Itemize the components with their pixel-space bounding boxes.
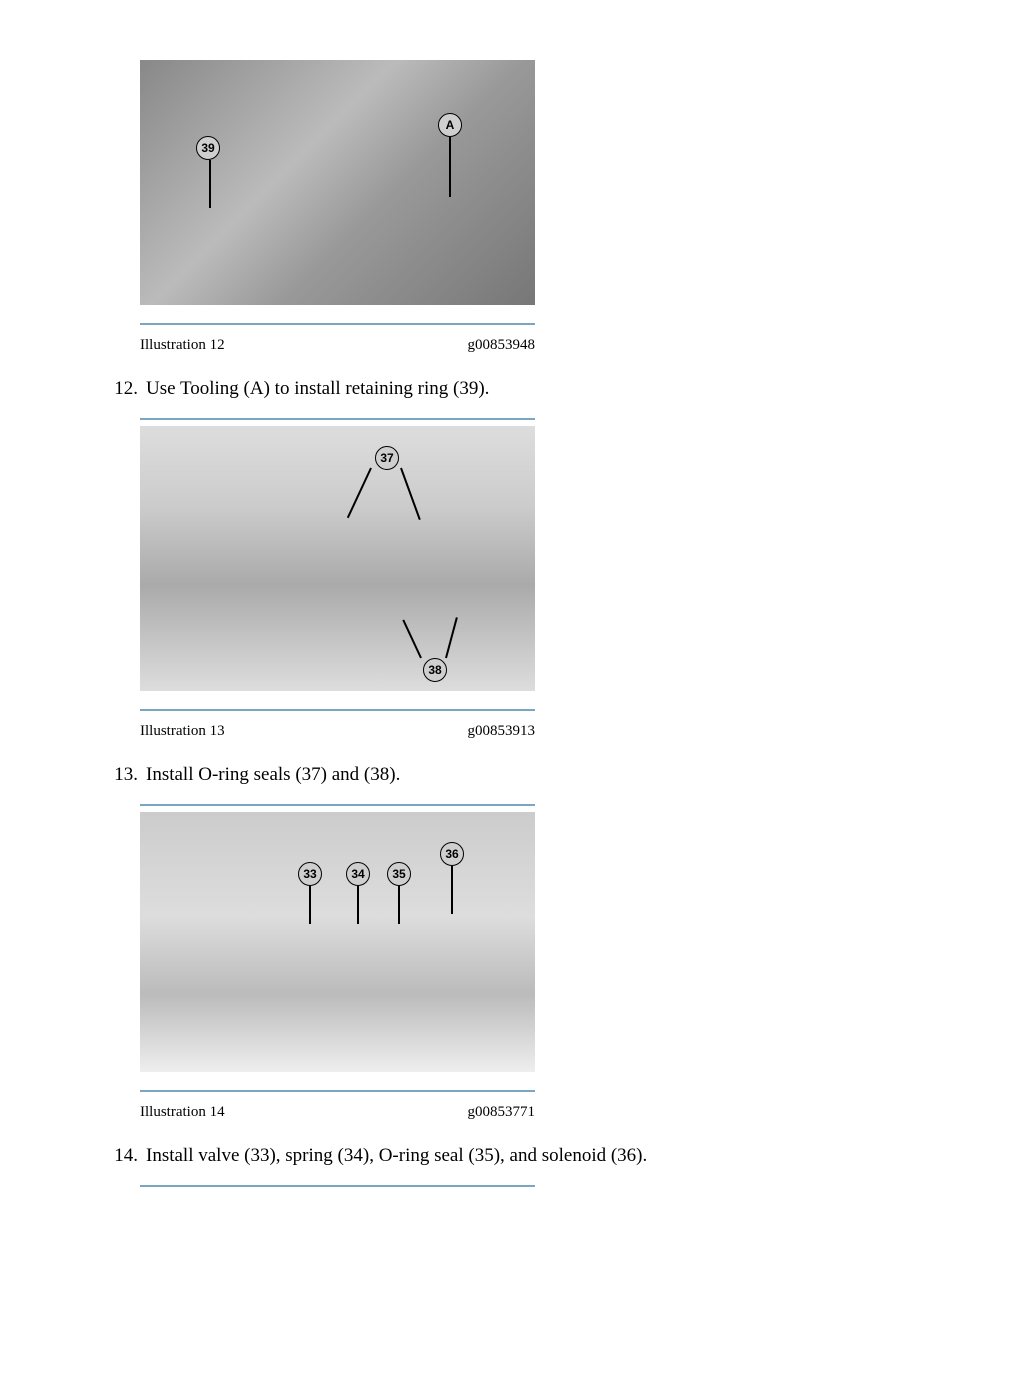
callout-line (402, 620, 422, 659)
illustration-label: Illustration 12 (140, 337, 225, 354)
step-12: 12. Use Tooling (A) to install retaining… (100, 378, 924, 400)
step-text: Use Tooling (A) to install retaining rin… (146, 378, 924, 400)
illustration-code: g00853771 (468, 1104, 536, 1121)
step-number: 13. (100, 764, 146, 786)
illustration-image-13: 37 38 (140, 426, 535, 691)
callout-39: 39 (196, 136, 220, 160)
step-number: 12. (100, 378, 146, 400)
illustration-label: Illustration 13 (140, 723, 225, 740)
caption-row-13: Illustration 13 g00853913 (140, 711, 535, 744)
illustration-image-12: 39 A (140, 60, 535, 305)
caption-row-14: Illustration 14 g00853771 (140, 1092, 535, 1125)
callout-A: A (438, 113, 462, 137)
caption-rule (140, 418, 535, 420)
callout-36: 36 (440, 842, 464, 866)
callout-line (309, 886, 311, 924)
callout-37: 37 (375, 446, 399, 470)
figure-12: 39 A Illustration 12 g00853948 (140, 60, 924, 358)
illustration-image-14: 33 34 35 36 (140, 812, 535, 1072)
callout-34: 34 (346, 862, 370, 886)
caption-row-12: Illustration 12 g00853948 (140, 325, 535, 358)
callout-33: 33 (298, 862, 322, 886)
step-13: 13. Install O-ring seals (37) and (38). (100, 764, 924, 786)
illustration-code: g00853948 (468, 337, 536, 354)
callout-line (398, 886, 400, 924)
callout-line (451, 866, 453, 914)
callout-line (347, 468, 372, 519)
illustration-code: g00853913 (468, 723, 536, 740)
callout-38: 38 (423, 658, 447, 682)
step-text: Install valve (33), spring (34), O-ring … (146, 1145, 924, 1167)
callout-35: 35 (387, 862, 411, 886)
callout-line (209, 160, 211, 208)
callout-line (449, 137, 451, 197)
step-text: Install O-ring seals (37) and (38). (146, 764, 924, 786)
callout-line (400, 468, 421, 520)
step-14: 14. Install valve (33), spring (34), O-r… (100, 1145, 924, 1167)
trailing-rule (140, 1185, 924, 1187)
step-number: 14. (100, 1145, 146, 1167)
callout-line (357, 886, 359, 924)
caption-rule (140, 804, 535, 806)
callout-line (445, 617, 458, 658)
figure-14: 33 34 35 36 Illustration 14 g00853771 (140, 804, 924, 1125)
figure-13: 37 38 Illustration 13 g00853913 (140, 418, 924, 744)
illustration-label: Illustration 14 (140, 1104, 225, 1121)
